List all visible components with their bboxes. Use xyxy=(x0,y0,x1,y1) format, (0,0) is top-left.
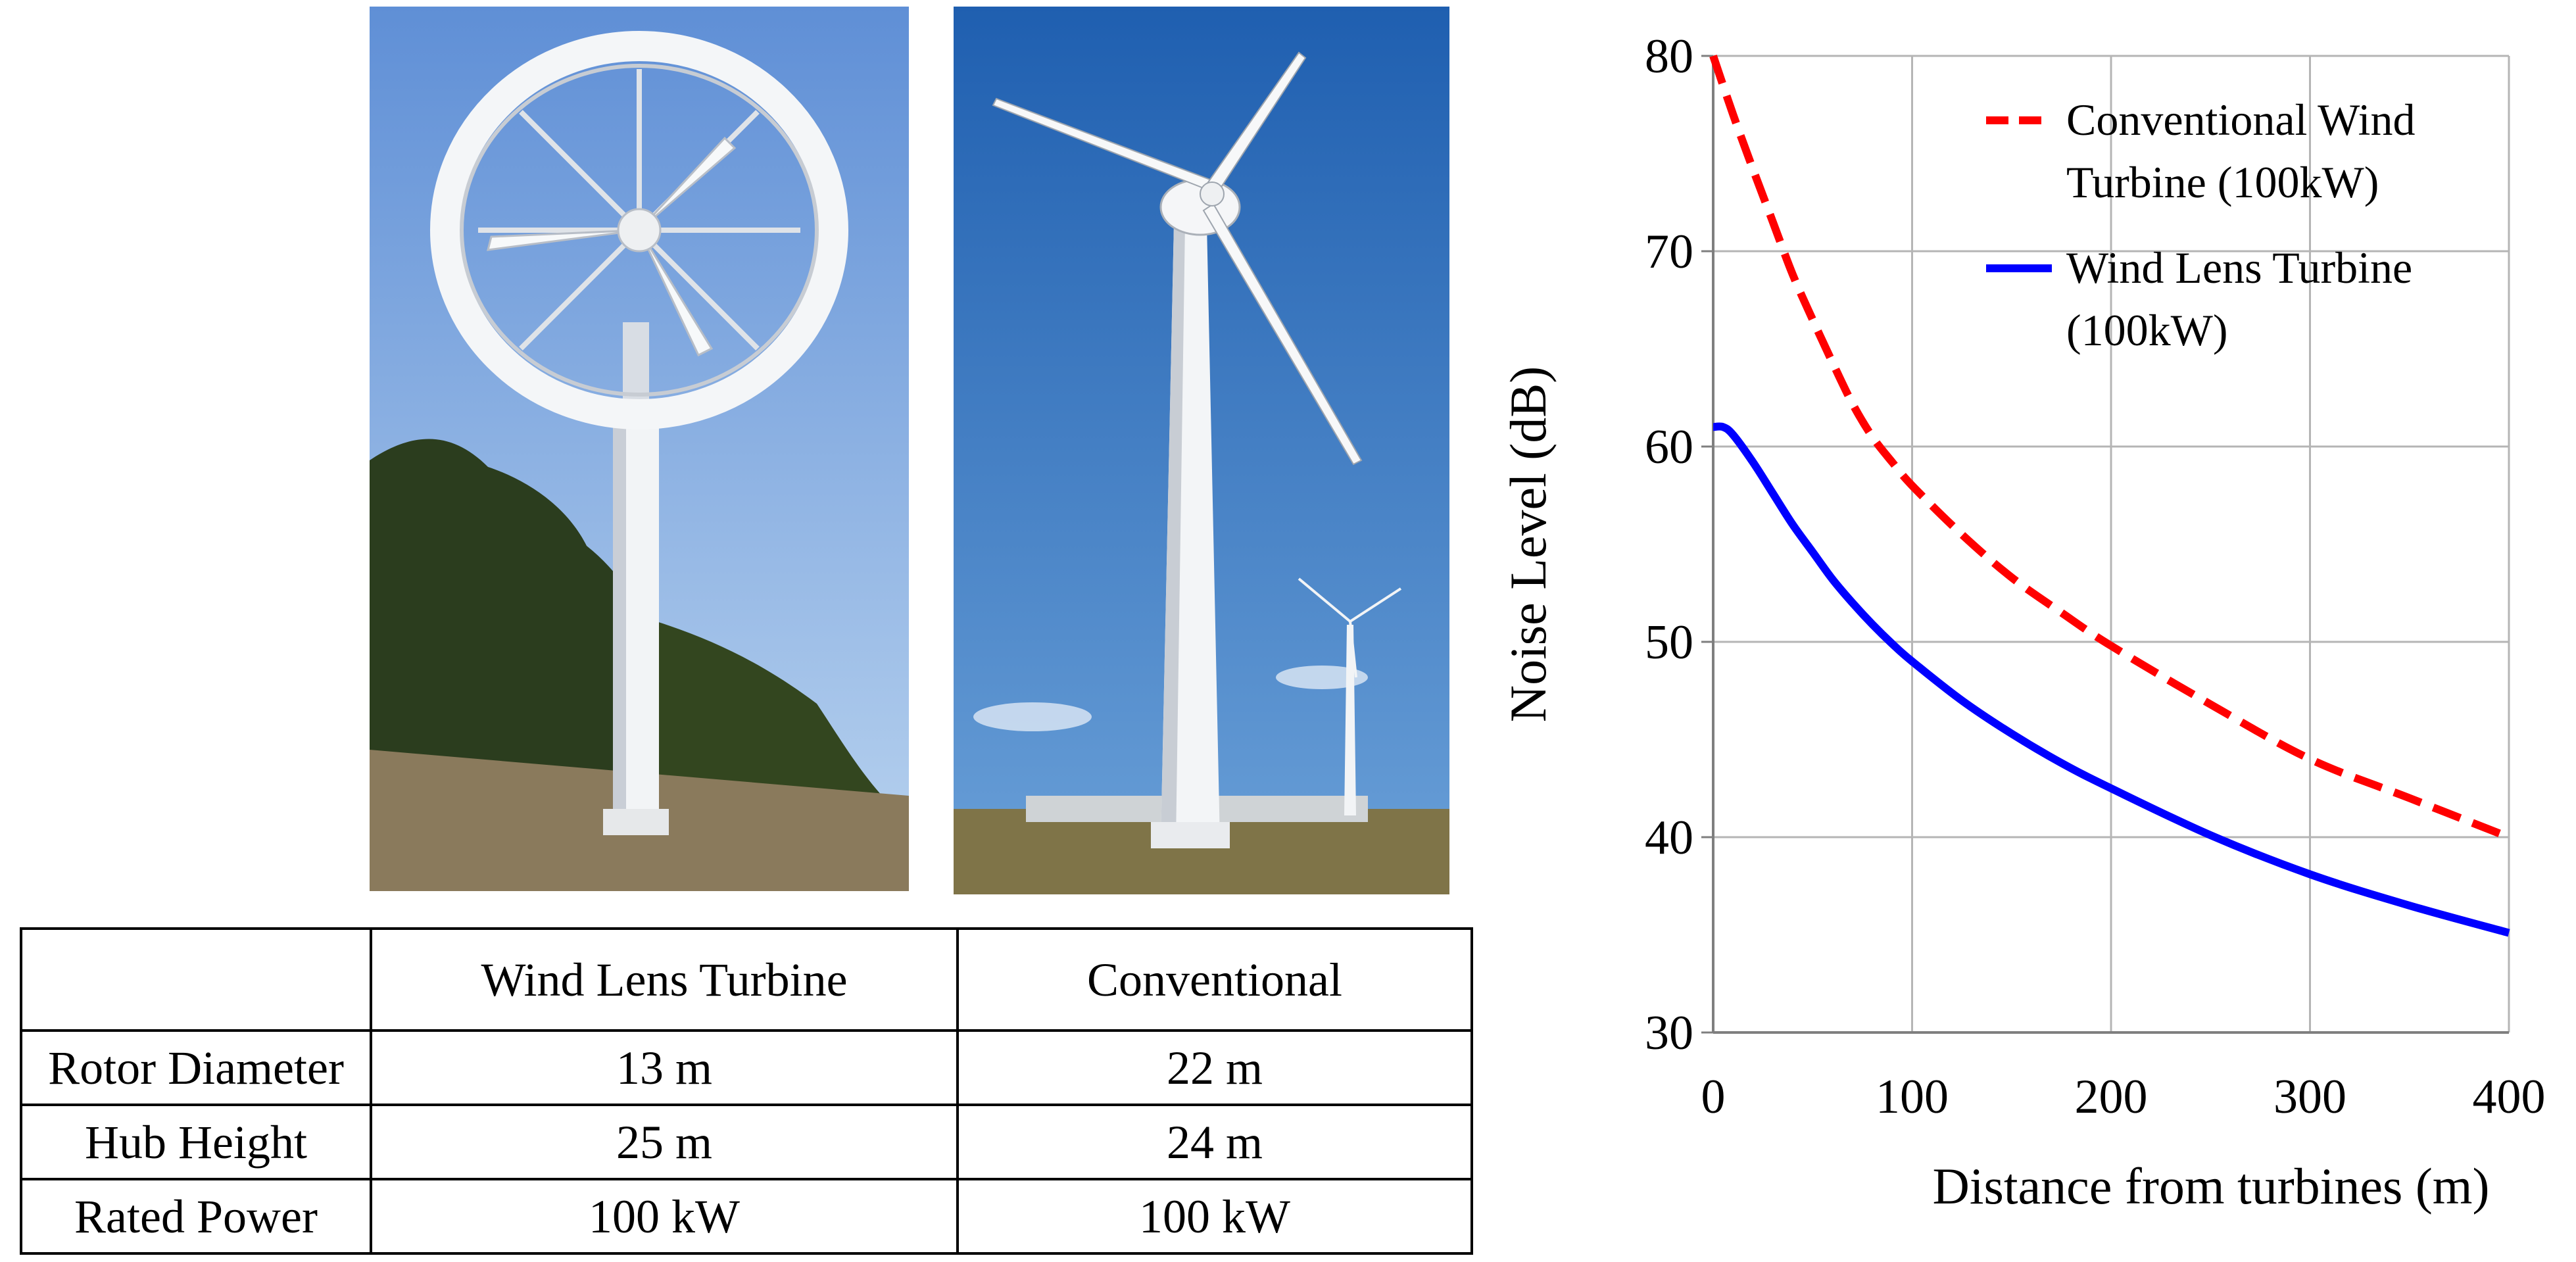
legend-label: Wind Lens Turbine xyxy=(2066,243,2412,293)
x-tick-label: 100 xyxy=(1876,1070,1949,1124)
row-label: Hub Height xyxy=(20,1104,372,1180)
row-label: Rated Power xyxy=(20,1178,372,1255)
x-tick-label: 300 xyxy=(2273,1070,2346,1124)
table-row: Rotor Diameter 13 m 22 m xyxy=(20,1029,1473,1106)
row-label: Rotor Diameter xyxy=(20,1029,372,1106)
y-tick-label: 60 xyxy=(1645,420,1693,474)
conventional-value: 100 kW xyxy=(956,1178,1473,1255)
header-conventional: Conventional xyxy=(956,927,1473,1032)
series-line-wind-lens xyxy=(1713,422,2510,937)
x-axis-label: Distance from turbines (m) xyxy=(1933,1157,2490,1215)
conventional-value: 24 m xyxy=(956,1104,1473,1180)
grid xyxy=(1713,55,2510,1032)
lens-value: 100 kW xyxy=(370,1178,959,1255)
lens-value: 25 m xyxy=(370,1104,959,1180)
header-wind-lens: Wind Lens Turbine xyxy=(370,927,959,1032)
x-tick-label: 0 xyxy=(1701,1070,1726,1124)
y-tick-label: 80 xyxy=(1645,30,1693,84)
x-tick-label: 400 xyxy=(2473,1070,2546,1124)
table-row: Rated Power 100 kW 100 kW xyxy=(20,1178,1473,1255)
series-layer xyxy=(1709,55,2511,937)
axes: 0 100 200 300 400 30 40 50 60 70 80 xyxy=(1645,30,2546,1124)
legend-label: (100kW) xyxy=(2066,305,2227,355)
header-blank xyxy=(20,927,372,1032)
legend-label: Conventional Wind xyxy=(2066,95,2416,145)
y-tick-label: 50 xyxy=(1645,616,1693,669)
x-tick-label: 200 xyxy=(2075,1070,2148,1124)
y-tick-label: 70 xyxy=(1645,225,1693,279)
spec-table: Wind Lens Turbine Conventional Rotor Dia… xyxy=(20,927,1473,1255)
conventional-value: 22 m xyxy=(956,1029,1473,1106)
series-line-conventional xyxy=(1709,55,2511,841)
y-tick-label: 40 xyxy=(1645,811,1693,865)
table-row: Hub Height 25 m 24 m xyxy=(20,1104,1473,1180)
wind-lens-turbine-photo xyxy=(370,7,909,891)
legend: Conventional Wind Turbine (100kW) Wind Len… xyxy=(1986,95,2416,355)
legend-label: Turbine (100kW) xyxy=(2066,157,2379,207)
table-header-row: Wind Lens Turbine Conventional xyxy=(20,927,1473,1032)
y-tick-label: 30 xyxy=(1645,1006,1693,1060)
y-axis-label: Noise Level (dB) xyxy=(1499,366,1557,723)
conventional-turbine-photo xyxy=(954,7,1449,894)
lens-value: 13 m xyxy=(370,1029,959,1106)
noise-chart: 0 100 200 300 400 30 40 50 60 70 80 Conventional W… xyxy=(1499,30,2546,1215)
